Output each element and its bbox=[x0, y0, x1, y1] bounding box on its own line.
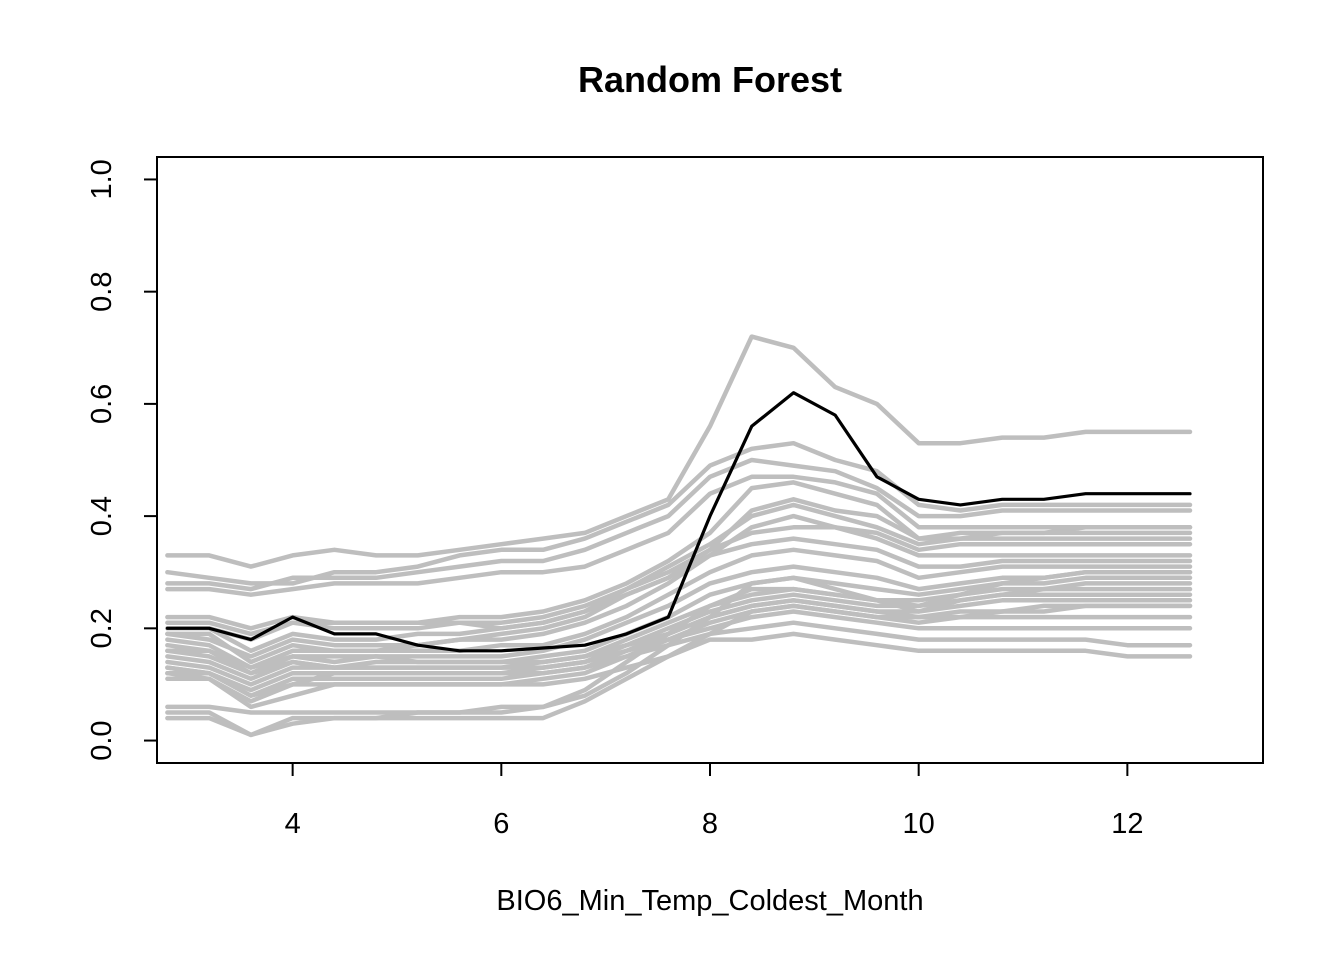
y-tick-label: 0.0 bbox=[86, 720, 118, 760]
x-tick-label: 12 bbox=[1111, 808, 1143, 840]
x-axis-label: BIO6_Min_Temp_Coldest_Month bbox=[496, 885, 923, 917]
mean-line bbox=[165, 391, 1192, 653]
run-line-22 bbox=[165, 603, 1193, 738]
run-line-8 bbox=[165, 536, 1193, 659]
x-tick-label: 4 bbox=[285, 808, 301, 840]
y-tick-label: 1.0 bbox=[86, 159, 118, 199]
run-line-3 bbox=[165, 457, 1193, 592]
x-tick-label: 10 bbox=[903, 808, 935, 840]
run-line-6 bbox=[165, 502, 1193, 637]
run-line-17 bbox=[165, 609, 1193, 676]
y-tick-label: 0.2 bbox=[86, 608, 118, 648]
run-line-4 bbox=[165, 474, 1193, 597]
x-tick-label: 8 bbox=[702, 808, 718, 840]
run-line-2 bbox=[165, 440, 1193, 586]
run-line-20 bbox=[165, 569, 1193, 715]
run-line-23 bbox=[165, 497, 1193, 642]
run-line-24 bbox=[165, 513, 1193, 665]
y-tick-label: 0.8 bbox=[86, 272, 118, 312]
mean-line-layer bbox=[165, 391, 1192, 653]
y-tick-label: 0.6 bbox=[86, 384, 118, 424]
run-line-10 bbox=[165, 564, 1193, 676]
run-line-1 bbox=[165, 334, 1193, 569]
y-axis: 0.0 0.2 0.4 0.6 0.8 1.0 bbox=[86, 159, 157, 761]
x-tick-label: 6 bbox=[493, 808, 509, 840]
chart-title: Random Forest bbox=[578, 59, 842, 100]
x-axis: 4 6 8 10 12 bbox=[285, 763, 1143, 840]
y-tick-label: 0.4 bbox=[86, 496, 118, 536]
